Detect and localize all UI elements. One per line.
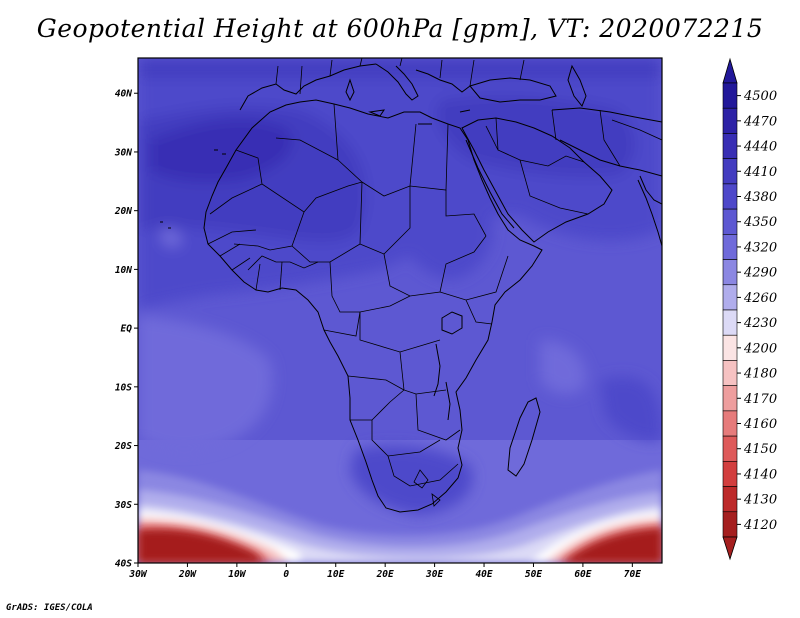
colorbar-label: 4150 bbox=[743, 442, 777, 457]
colorbar-label: 4170 bbox=[743, 392, 777, 407]
colorbar-label: 4260 bbox=[743, 291, 777, 306]
colorbar-label: 4160 bbox=[743, 417, 777, 432]
colorbar-swatch bbox=[722, 183, 738, 210]
latitude-axis: 40N 30N 20N 10N EQ 10S 20S 30S 40S bbox=[114, 89, 138, 570]
colorbar-swatch bbox=[722, 208, 738, 235]
grads-credit: GrADS: IGES/COLA bbox=[6, 603, 93, 613]
lon-tick-label: 70E bbox=[624, 569, 641, 580]
colorbar-swatch bbox=[722, 360, 738, 386]
colorbar-swatch bbox=[722, 284, 738, 311]
colorbar-label: 4380 bbox=[743, 190, 777, 205]
lat-tick-label: 30N bbox=[114, 147, 132, 158]
colorbar-swatch bbox=[722, 410, 738, 437]
lon-tick-label: 20E bbox=[376, 569, 394, 580]
lat-tick-label: 30S bbox=[114, 500, 132, 511]
map-title: Geopotential Height at 600hPa [gpm], VT:… bbox=[36, 14, 764, 43]
lat-tick-label: 40S bbox=[115, 559, 132, 570]
colorbar-label: 4440 bbox=[743, 140, 777, 155]
lon-tick-label: 50E bbox=[525, 569, 542, 580]
plot-frame bbox=[137, 57, 663, 564]
lat-tick-label: 10N bbox=[115, 265, 132, 276]
colorbar-label: 4200 bbox=[743, 341, 777, 356]
lat-tick-label: 20N bbox=[114, 206, 132, 217]
lat-tick-label: EQ bbox=[121, 324, 133, 335]
colorbar-swatch bbox=[722, 309, 738, 336]
lon-tick-label: 30W bbox=[128, 569, 147, 580]
colorbar-label: 4140 bbox=[743, 467, 777, 482]
colorbar-label: 4500 bbox=[743, 89, 777, 104]
lon-tick-label: 0 bbox=[283, 569, 289, 580]
lat-tick-label: 40N bbox=[115, 89, 132, 100]
colorbar-swatch bbox=[722, 385, 738, 412]
colorbar-swatch bbox=[722, 234, 738, 260]
colorbar: 4500 4470 4440 4410 4380 4350 4320 4290 4260 4230… bbox=[722, 57, 777, 561]
colorbar-label: 4470 bbox=[743, 114, 777, 129]
colorbar-swatch bbox=[722, 435, 738, 462]
lon-tick-label: 30E bbox=[425, 569, 443, 580]
colorbar-label: 4410 bbox=[743, 165, 777, 180]
colorbar-label: 4180 bbox=[743, 367, 777, 382]
colorbar-swatch bbox=[722, 82, 738, 109]
lat-tick-label: 20S bbox=[114, 441, 132, 452]
colorbar-label: 4230 bbox=[743, 316, 777, 331]
colorbar-label: 4350 bbox=[743, 215, 777, 230]
colorbar-label: 4320 bbox=[743, 240, 777, 255]
colorbar-label: 4290 bbox=[743, 266, 777, 281]
colorbar-label: 4120 bbox=[743, 518, 777, 533]
coastlines bbox=[160, 63, 662, 513]
lon-tick-label: 40E bbox=[475, 569, 492, 580]
colorbar-swatch bbox=[722, 107, 738, 134]
colorbar-top-arrow bbox=[722, 57, 738, 84]
colorbar-swatch bbox=[722, 158, 738, 185]
colorbar-swatch bbox=[722, 461, 738, 487]
colorbar-swatch bbox=[722, 334, 738, 361]
lat-tick-label: 10S bbox=[115, 382, 132, 393]
lon-tick-label: 10E bbox=[327, 569, 344, 580]
colorbar-label: 4130 bbox=[743, 493, 777, 508]
colorbar-bottom-arrow bbox=[722, 536, 738, 561]
lon-tick-label: 20W bbox=[178, 569, 197, 580]
lon-tick-label: 60E bbox=[574, 569, 591, 580]
longitude-axis: 30W 20W 10W 0 10E 20E 30E 40E 50E 60E 70E bbox=[128, 563, 641, 580]
colorbar-swatch bbox=[722, 133, 738, 159]
colorbar-swatch bbox=[722, 259, 738, 286]
lon-tick-label: 10W bbox=[228, 569, 246, 580]
colorbar-swatch bbox=[722, 486, 738, 513]
geopotential-field bbox=[138, 58, 662, 563]
country-borders bbox=[207, 58, 662, 507]
colorbar-swatch bbox=[722, 511, 738, 538]
